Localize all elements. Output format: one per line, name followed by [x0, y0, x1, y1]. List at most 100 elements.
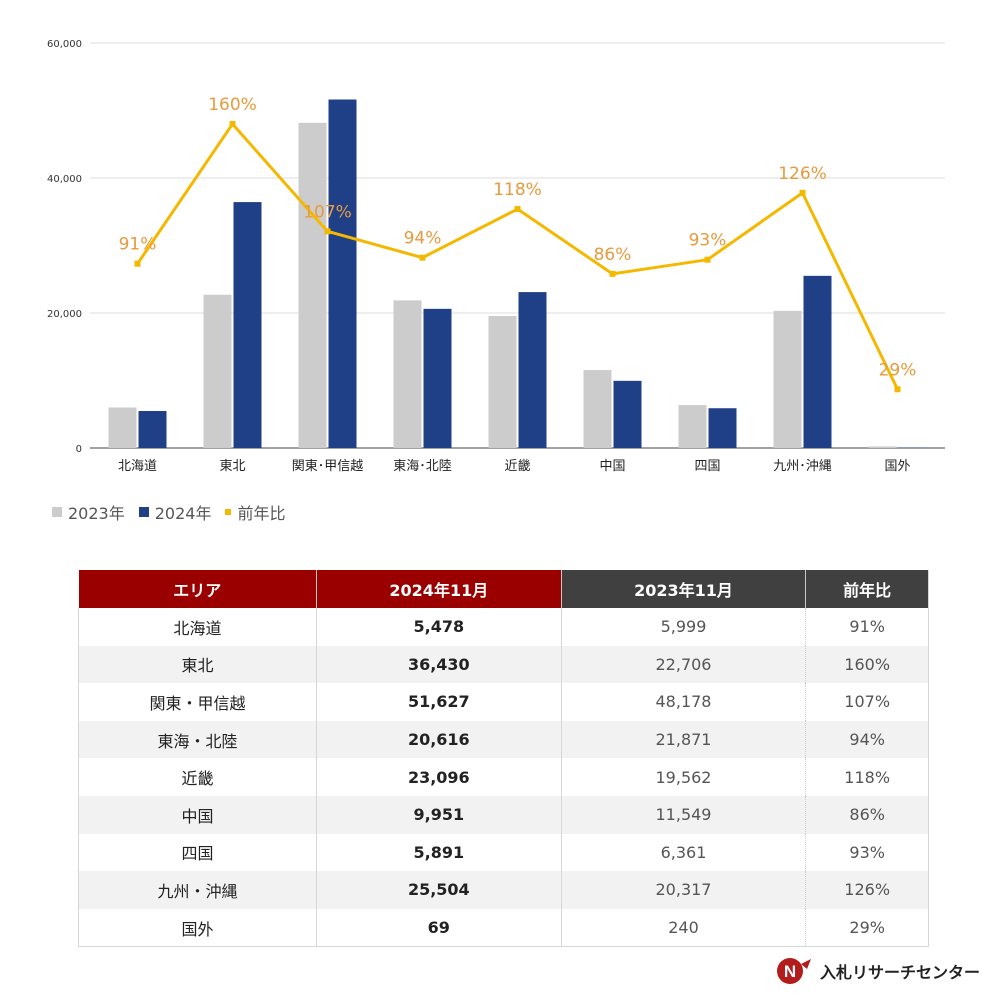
chart: 0 20,000 40,000 60,000 北海道 東北 関東･甲信越 東海･北陸 近畿 中国 四… — [47, 39, 945, 474]
cell-ratio: 118% — [805, 758, 929, 796]
bar-2024 — [708, 408, 737, 448]
ratio-label: 94% — [404, 229, 442, 249]
cell-2023: 21,871 — [560, 720, 806, 759]
y-tick-label: 0 — [76, 444, 82, 455]
logo-mark-icon: N — [777, 958, 811, 984]
cell-2023: 20,317 — [560, 871, 806, 909]
bar-2024 — [423, 308, 452, 448]
ratio-point — [894, 386, 901, 393]
ratio-label: 160% — [208, 95, 257, 115]
bar-2024 — [138, 411, 167, 448]
legend-label-ratio: 前年比 — [237, 504, 286, 523]
cell-ratio: 126% — [805, 871, 929, 909]
cell-ratio: 91% — [805, 608, 929, 646]
legend-item-2024: 2024年 — [138, 500, 212, 524]
cell-2023: 19,562 — [560, 758, 806, 796]
bar-2024 — [518, 292, 547, 448]
x-tick-label: 国外 — [884, 459, 910, 474]
table-row: 北海道 5,478 5,999 91% — [78, 608, 929, 646]
cell-2024: 5,478 — [315, 608, 562, 646]
cell-2024: 36,430 — [315, 645, 562, 684]
cell-ratio: 86% — [805, 795, 929, 834]
header-2024: 2024年11月 — [315, 570, 562, 608]
legend-swatch-2024 — [138, 507, 149, 517]
cell-2023: 22,706 — [560, 645, 806, 684]
table-row: 東海・北陸 20,616 21,871 94% — [78, 720, 929, 759]
logo: N 入札リサーチセンター — [776, 956, 980, 986]
legend: 2023年 2024年 前年比 — [52, 500, 299, 524]
cell-area: 東海・北陸 — [78, 720, 317, 759]
cell-ratio: 160% — [805, 645, 929, 684]
cell-ratio: 93% — [805, 833, 929, 872]
header-2023: 2023年11月 — [560, 570, 806, 608]
ratio-point — [324, 228, 331, 235]
header-area: エリア — [78, 570, 317, 608]
cell-area: 国外 — [78, 908, 317, 947]
ratio-point — [229, 121, 236, 127]
ratio-label: 118% — [493, 180, 542, 200]
table-row: 関東・甲信越 51,627 48,178 107% — [78, 683, 929, 721]
cell-area: 四国 — [78, 833, 317, 872]
x-tick-label: 九州･沖縄 — [773, 459, 832, 474]
bar-2023 — [488, 315, 517, 448]
data-table: エリア 2024年11月 2023年11月 前年比 北海道 5,478 5,99… — [78, 570, 929, 948]
ratio-label: 93% — [689, 231, 727, 251]
cell-2023: 48,178 — [560, 683, 806, 721]
cell-2023: 5,999 — [560, 608, 806, 646]
ratio-label: 126% — [778, 164, 827, 184]
cell-2023: 11,549 — [560, 795, 806, 834]
logo-mark-letter: N — [784, 962, 796, 981]
ratio-point — [799, 189, 806, 196]
cell-area: 九州・沖縄 — [78, 871, 317, 909]
cell-area: 中国 — [78, 795, 317, 834]
cell-ratio: 107% — [805, 683, 929, 721]
legend-swatch-2023 — [52, 507, 62, 517]
ratio-point — [704, 256, 711, 263]
table-row: 四国 5,891 6,361 93% — [78, 833, 929, 872]
cell-area: 関東・甲信越 — [78, 683, 317, 721]
cell-2023: 240 — [560, 908, 806, 947]
x-tick-label: 東海･北陸 — [393, 458, 452, 474]
y-tick-label: 60,000 — [47, 39, 82, 50]
header-ratio: 前年比 — [805, 570, 929, 608]
bar-2023 — [108, 407, 137, 448]
legend-label-2024: 2024年 — [154, 504, 212, 523]
cell-2024: 69 — [315, 908, 562, 947]
ratio-point — [514, 206, 521, 213]
legend-item-2023: 2023年 — [52, 500, 125, 524]
bar-2024 — [613, 380, 642, 448]
cell-ratio: 29% — [805, 908, 929, 947]
legend-item-ratio: 前年比 — [225, 500, 285, 524]
cell-ratio: 94% — [805, 720, 929, 759]
x-tick-label: 北海道 — [118, 459, 157, 474]
x-tick-label: 東北 — [219, 458, 245, 474]
cell-2024: 51,627 — [315, 683, 562, 721]
cell-area: 北海道 — [78, 608, 317, 646]
ratio-label: 91% — [119, 235, 157, 255]
table-row: 中国 9,951 11,549 86% — [78, 795, 929, 834]
bar-2023 — [678, 405, 707, 448]
ratio-point — [419, 254, 426, 261]
cell-2024: 20,616 — [315, 720, 562, 759]
table-row: 九州・沖縄 25,504 20,317 126% — [78, 871, 929, 909]
bar-2023 — [203, 294, 232, 448]
bar-2023 — [298, 122, 327, 449]
ratio-label: 86% — [594, 245, 632, 265]
ratio-point — [134, 260, 141, 267]
cell-2024: 25,504 — [315, 871, 562, 909]
y-tick-label: 40,000 — [47, 174, 82, 185]
table-header-row: エリア 2024年11月 2023年11月 前年比 — [78, 570, 929, 608]
y-tick-label: 20,000 — [47, 309, 82, 320]
table-row: 東北 36,430 22,706 160% — [78, 645, 929, 684]
ratio-label: 29% — [879, 360, 917, 380]
bar-2024 — [803, 275, 832, 448]
cell-2024: 5,891 — [315, 833, 562, 872]
bar-2023 — [868, 446, 897, 448]
legend-label-2023: 2023年 — [68, 504, 125, 523]
cell-area: 東北 — [78, 645, 317, 684]
x-tick-label: 近畿 — [504, 459, 530, 474]
x-tick-label: 四国 — [694, 459, 720, 474]
legend-swatch-ratio — [225, 509, 232, 515]
x-tick-label: 関東･甲信越 — [292, 458, 364, 474]
ratio-point — [609, 270, 616, 277]
